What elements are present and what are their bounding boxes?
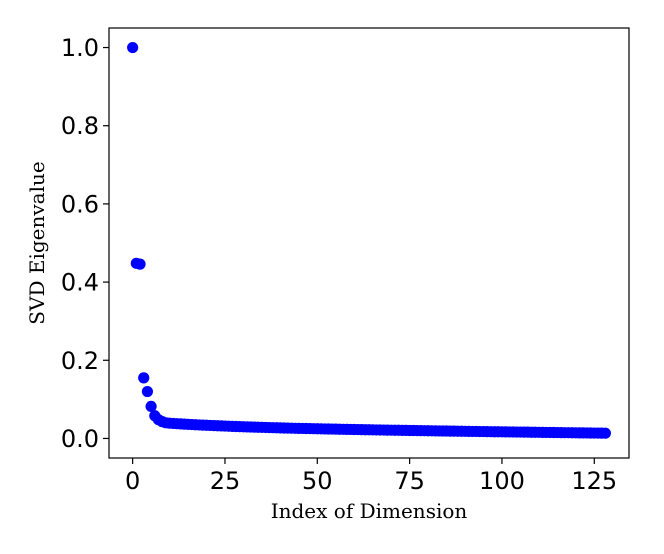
y-tick-label: 0.6: [61, 190, 99, 218]
data-point: [127, 41, 139, 54]
y-axis-ticks: 0.0 0.2 0.4 0.6 0.8 1.0: [61, 34, 109, 453]
x-axis-title: Index of Dimension: [271, 499, 468, 523]
data-point: [138, 372, 150, 384]
y-tick-label: 1.0: [61, 34, 99, 62]
plot-frame: [108, 27, 630, 459]
x-tick-label: 125: [571, 467, 617, 495]
data-point: [599, 427, 611, 439]
y-tick-label: 0.0: [61, 425, 99, 453]
y-tick-label: 0.2: [61, 347, 99, 375]
x-tick-label: 100: [479, 467, 525, 495]
x-tick-label: 25: [210, 467, 241, 495]
x-tick-label: 75: [394, 467, 425, 495]
plot-area: [109, 28, 629, 458]
data-point: [145, 400, 157, 412]
x-axis-ticks: 0 25 50 75 100 125: [125, 458, 617, 495]
y-tick-label: 0.8: [61, 112, 99, 140]
data-point: [141, 385, 154, 398]
data-point: [134, 258, 146, 270]
y-tick-label: 0.4: [61, 269, 99, 297]
x-tick-label: 50: [302, 467, 333, 495]
y-axis-title: SVD Eigenvalue: [25, 161, 49, 324]
x-tick-label: 0: [125, 467, 140, 495]
data-points: [127, 41, 611, 439]
